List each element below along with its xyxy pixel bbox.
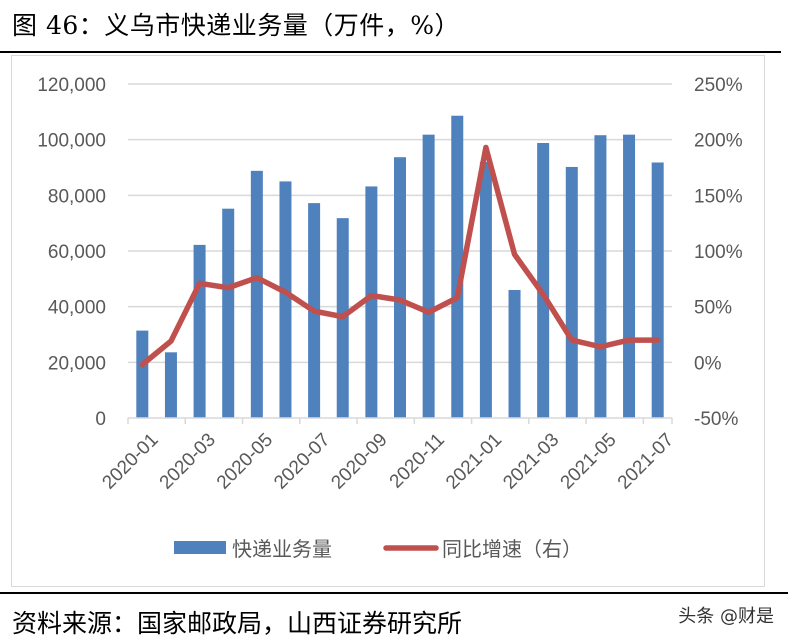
- source-note: 资料来源：国家邮政局，山西证券研究所: [12, 609, 463, 638]
- legend-line-label: 同比增速（右）: [442, 538, 582, 561]
- bar: [565, 166, 578, 418]
- x-axis-labels: 2020-012020-032020-052020-072020-092020-…: [98, 429, 678, 493]
- bar: [508, 289, 521, 418]
- x-tick-label: 2020-11: [386, 429, 449, 492]
- x-tick-label: 2021-07: [614, 429, 678, 493]
- bar: [394, 157, 406, 418]
- x-tick-label: 2020-09: [327, 429, 391, 493]
- y-axis-left: 0 20,000 40,000 60,000 80,000 100,000 120,000: [37, 75, 106, 430]
- y-left-tick-label: 100,000: [37, 131, 106, 152]
- y-right-tick-label: 100%: [694, 242, 743, 263]
- y-left-tick-label: 60,000: [48, 242, 106, 263]
- x-tick-label: 2021-05: [557, 429, 621, 493]
- x-axis: [127, 417, 673, 424]
- y-right-tick-label: 250%: [694, 75, 743, 96]
- bar: [451, 115, 464, 418]
- bar: [594, 135, 607, 419]
- bar: [136, 330, 149, 418]
- bottom-rule: [0, 592, 788, 594]
- legend: 快递业务量 同比增速（右）: [174, 538, 582, 561]
- watermark: 头条 @财是: [678, 606, 774, 627]
- y-left-tick-label: 80,000: [48, 186, 106, 207]
- figure-title: 图 46：义乌市快递业务量（万件，%）: [12, 11, 461, 40]
- legend-bar-swatch: [174, 541, 226, 554]
- bar: [623, 134, 636, 418]
- bar: [279, 181, 292, 418]
- bar-series: [136, 115, 664, 419]
- legend-bar-label: 快递业务量: [232, 538, 332, 561]
- y-left-tick-label: 120,000: [37, 75, 106, 96]
- y-right-tick-label: -50%: [694, 409, 738, 430]
- y-right-tick-label: 200%: [694, 131, 743, 152]
- x-tick-label: 2020-03: [156, 429, 220, 493]
- growth-line: [139, 144, 661, 368]
- x-tick-label: 2020-05: [213, 429, 277, 493]
- bar: [222, 208, 235, 418]
- bar: [250, 170, 263, 418]
- y-axis-right: -50% 0% 50% 100% 150% 200% 250%: [694, 75, 743, 430]
- bar: [164, 352, 177, 418]
- chart-frame: [11, 55, 765, 587]
- bar: [193, 244, 206, 418]
- x-tick-label: 2020-01: [98, 429, 162, 493]
- bar: [651, 162, 664, 418]
- x-tick-label: 2021-03: [499, 429, 563, 493]
- y-right-tick-label: 150%: [694, 186, 743, 207]
- y-left-tick-label: 20,000: [48, 353, 106, 374]
- y-right-tick-label: 50%: [694, 298, 732, 319]
- y-left-tick-label: 0: [95, 409, 106, 430]
- bar: [479, 161, 492, 418]
- y-left-tick-label: 40,000: [48, 298, 106, 319]
- bar: [365, 186, 378, 418]
- line-series: [139, 144, 661, 368]
- x-tick-label: 2021-01: [442, 429, 506, 493]
- bar: [537, 143, 550, 419]
- bar: [422, 134, 435, 418]
- top-rule: [0, 51, 781, 53]
- y-right-tick-label: 0%: [694, 353, 722, 374]
- x-tick-label: 2020-07: [270, 429, 334, 493]
